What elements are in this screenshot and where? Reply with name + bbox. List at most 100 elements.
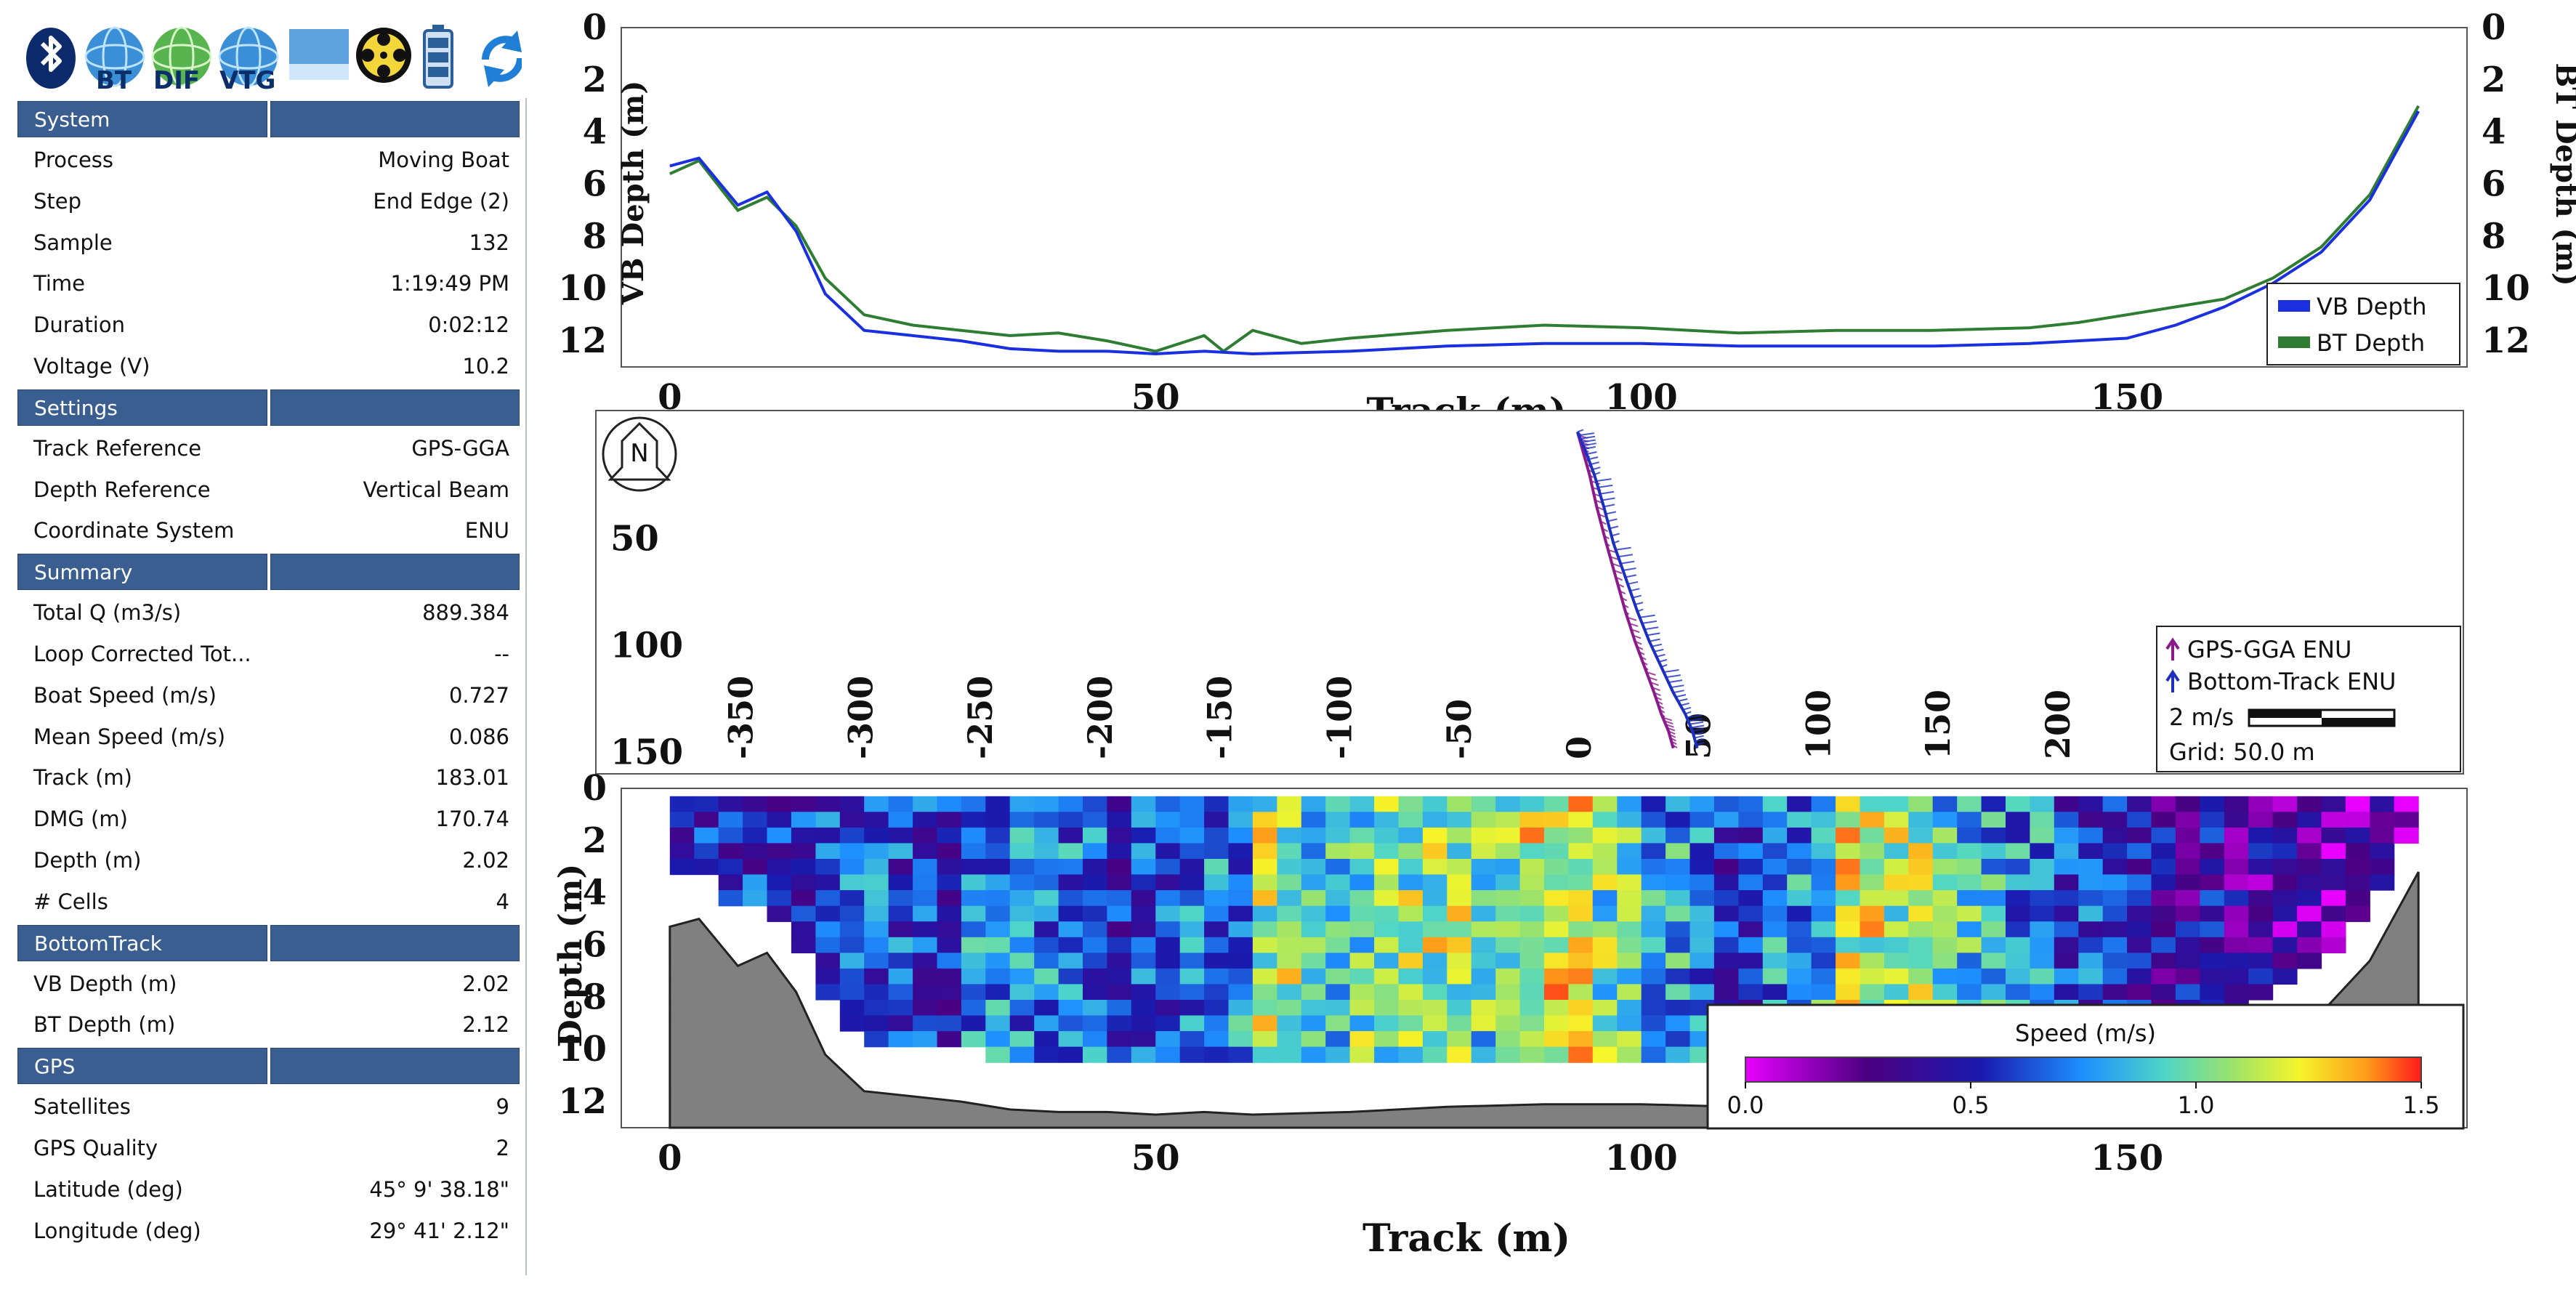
property-row[interactable]: Time 1:19:49 PM [15, 262, 525, 304]
velocity-cell [1811, 843, 1836, 860]
velocity-cell [1787, 796, 1812, 812]
velocity-cell [1787, 890, 1812, 907]
velocity-cell [1228, 968, 1253, 985]
velocity-cell [1713, 953, 1739, 969]
dif-globe-icon[interactable]: DIF [151, 26, 212, 95]
velocity-cell [985, 890, 1011, 907]
velocity-cell [2006, 937, 2030, 953]
section-header-summary[interactable]: Summary [15, 554, 525, 591]
velocity-cell [694, 827, 719, 844]
section-title: System [17, 101, 267, 137]
velocity-cell [2151, 890, 2176, 907]
velocity-cell [1544, 1031, 1569, 1048]
velocity-cell [1325, 812, 1351, 828]
velocity-cell [1787, 921, 1812, 938]
property-key: GPS Quality [33, 1135, 158, 1160]
section-header-bottomtrack[interactable]: BottomTrack [15, 924, 525, 963]
property-row[interactable]: Loop Corrected Tot... -- [15, 633, 525, 674]
velocity-cell [2054, 953, 2079, 969]
property-key: Total Q (m3/s) [33, 600, 182, 626]
velocity-cell [1228, 921, 1253, 938]
property-row[interactable]: Mean Speed (m/s) 0.086 [15, 716, 525, 757]
film-reel-icon[interactable] [356, 28, 411, 83]
velocity-cell [1592, 1031, 1618, 1048]
legend-arrow-icon [2165, 669, 2180, 692]
velocity-cell [1009, 796, 1035, 812]
property-row[interactable]: Track (m) 183.01 [15, 756, 525, 798]
refresh-icon[interactable] [482, 31, 524, 87]
velocity-cell [1034, 812, 1059, 828]
velocity-cell [1544, 953, 1569, 969]
velocity-cell [1301, 812, 1326, 828]
velocity-cell [1447, 1000, 1472, 1017]
velocity-cell [1592, 968, 1618, 985]
velocity-cell [1568, 984, 1594, 1001]
section-header-gps[interactable]: GPS [15, 1048, 525, 1086]
property-row[interactable]: Voltage (V) 10.2 [15, 345, 525, 387]
property-row[interactable]: Process Moving Boat [15, 139, 525, 180]
property-row[interactable]: DMG (m) 170.74 [15, 798, 525, 839]
depth-plot-frame [621, 27, 2468, 368]
property-row[interactable]: # Cells 4 [15, 881, 525, 922]
property-row[interactable]: VB Depth (m) 2.02 [15, 963, 525, 1004]
property-row[interactable]: Sample 132 [15, 222, 525, 263]
velocity-cell [2054, 905, 2079, 922]
property-row[interactable]: Depth Reference Vertical Beam [15, 469, 525, 510]
velocity-cell [743, 796, 768, 812]
velocity-cell [1932, 843, 1958, 860]
property-key: # Cells [33, 889, 108, 914]
velocity-cell [1908, 827, 1934, 844]
velocity-cell [767, 812, 792, 828]
bluetooth-icon[interactable] [26, 28, 76, 89]
property-row[interactable]: Coordinate System ENU [15, 509, 525, 551]
velocity-cell [1836, 890, 1861, 907]
property-row[interactable]: Boat Speed (m/s) 0.727 [15, 674, 525, 716]
velocity-cell [1131, 890, 1156, 907]
velocity-cell [864, 796, 889, 812]
velocity-cell [1932, 859, 1958, 876]
property-row[interactable]: Satellites 9 [15, 1086, 525, 1127]
velocity-cell [1981, 921, 2006, 938]
velocity-cell [1179, 812, 1205, 828]
velocity-cell [1738, 968, 1764, 985]
velocity-cell [1349, 937, 1375, 953]
velocity-cell [1301, 937, 1326, 953]
velocity-cell [1204, 905, 1230, 922]
velocity-cell [2321, 874, 2346, 891]
velocity-cell [1228, 953, 1253, 969]
velocity-cell [2272, 890, 2298, 907]
property-row[interactable]: GPS Quality 2 [15, 1127, 525, 1168]
property-row[interactable]: Depth (m) 2.02 [15, 839, 525, 881]
velocity-cell [1836, 984, 1861, 1001]
battery-icon[interactable] [423, 25, 453, 89]
velocity-cell [1762, 796, 1788, 812]
velocity-cell [1883, 812, 1909, 828]
property-row[interactable]: Step End Edge (2) [15, 180, 525, 222]
velocity-cell [1762, 890, 1788, 907]
velocity-cell [1155, 1031, 1181, 1048]
velocity-cell [913, 890, 938, 907]
property-row[interactable]: Duration 0:02:12 [15, 304, 525, 345]
property-row[interactable]: Track Reference GPS-GGA [15, 427, 525, 469]
property-row[interactable]: Total Q (m3/s) 889.384 [15, 591, 525, 633]
velocity-cell [2054, 843, 2079, 860]
velocity-cell [2078, 937, 2104, 953]
bt-globe-icon[interactable]: BT [84, 26, 145, 95]
velocity-cell [1422, 1046, 1448, 1063]
velocity-cell [913, 874, 938, 891]
vtg-globe-icon[interactable]: VTG [218, 26, 279, 95]
section-header-settings[interactable]: Settings [15, 389, 525, 427]
velocity-cell [1228, 812, 1253, 828]
velocity-cell [1325, 827, 1351, 844]
velocity-cell [1009, 1031, 1035, 1048]
section-header-system[interactable]: System [15, 101, 525, 139]
property-row[interactable]: Longitude (deg) 29° 41' 2.12" [15, 1210, 525, 1251]
property-row[interactable]: BT Depth (m) 2.12 [15, 1003, 525, 1045]
velocity-cell [1083, 1031, 1107, 1048]
velocity-cell [1422, 812, 1448, 828]
velocity-cell [2151, 984, 2176, 1001]
velocity-cell [2030, 890, 2055, 907]
water-surface-icon[interactable] [289, 29, 349, 80]
property-row[interactable]: Latitude (deg) 45° 9' 38.18" [15, 1168, 525, 1210]
velocity-cell [2054, 827, 2079, 844]
